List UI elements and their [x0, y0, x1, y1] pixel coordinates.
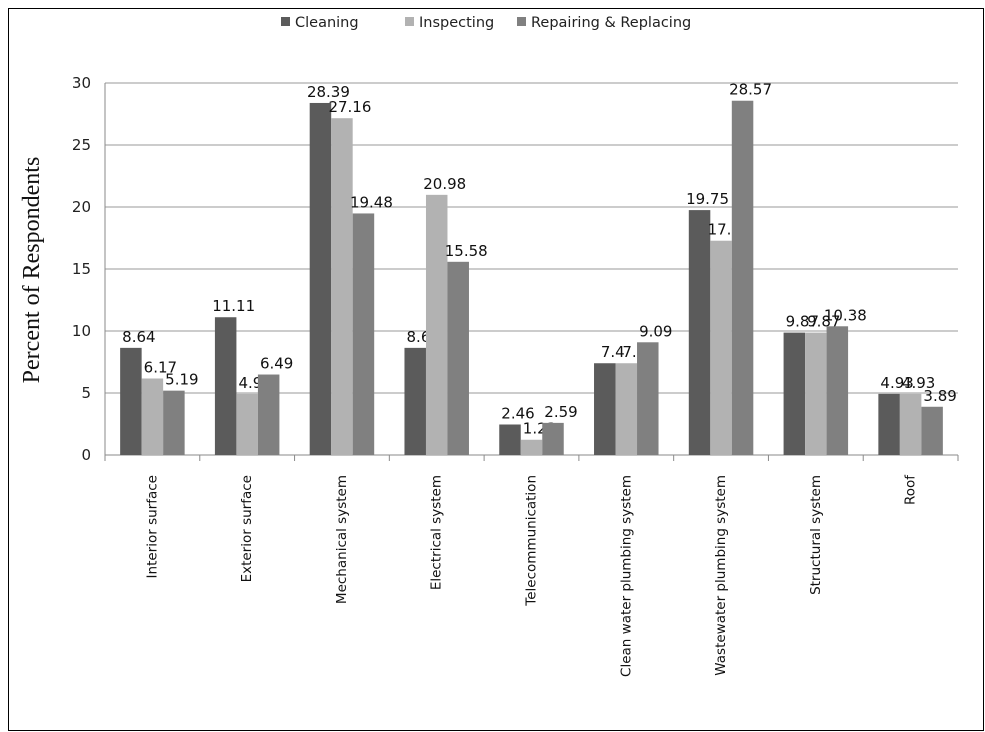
data-label: 19.75: [686, 190, 729, 208]
bar-repairing-replacing-6: [731, 100, 754, 456]
bar-cleaning-7: [783, 332, 806, 455]
data-label: 27.16: [328, 98, 371, 116]
bar-inspecting-3: [425, 194, 448, 455]
data-label: 2.46: [501, 404, 534, 422]
legend-swatch-1: [405, 17, 414, 26]
x-category-label: Roof: [903, 474, 919, 505]
bar-inspecting-0: [141, 378, 164, 455]
data-label: 9.87: [807, 313, 840, 331]
data-label: 15.58: [445, 242, 488, 260]
legend-swatch-2: [517, 17, 526, 26]
bar-repairing-replacing-5: [637, 342, 659, 455]
data-label: 6.17: [144, 358, 177, 376]
x-category-label: Clean water plumbing system: [618, 475, 634, 677]
x-category-label: Interior surface: [144, 475, 160, 578]
legend-swatch-0: [281, 17, 290, 26]
data-label: 2.59: [544, 403, 577, 421]
data-label: 4.93: [880, 374, 913, 392]
data-label: 6.49: [260, 355, 293, 373]
data-label: 4.93: [902, 374, 935, 392]
data-label: 7.4: [601, 343, 625, 361]
legend-entry: Cleaning: [295, 15, 359, 31]
bar-repairing-replacing-2: [352, 213, 375, 455]
bar-cleaning-3: [404, 347, 426, 455]
data-label: 28.57: [729, 81, 772, 99]
bar-cleaning-0: [120, 347, 142, 455]
data-label: 10.38: [824, 306, 867, 324]
x-category-label: Structural system: [808, 475, 824, 595]
bar-cleaning-5: [594, 363, 616, 455]
bar-inspecting-4: [520, 439, 543, 455]
y-tick-label: 30: [72, 74, 91, 92]
bar-cleaning-8: [878, 393, 900, 455]
data-label: 19.48: [350, 193, 393, 211]
x-category-label: Mechanical system: [334, 475, 350, 604]
legend-entry: Repairing & Replacing: [531, 15, 691, 31]
bar-repairing-replacing-8: [921, 406, 943, 455]
bar-inspecting-2: [331, 118, 353, 455]
legend-entry: Inspecting: [419, 15, 494, 31]
bar-repairing-replacing-3: [447, 261, 469, 455]
bar-repairing-replacing-4: [542, 422, 564, 455]
data-label: 20.98: [423, 175, 466, 193]
x-category-label: Wastewater plumbing system: [713, 475, 729, 676]
data-label: 9.09: [639, 322, 672, 340]
x-category-label: Exterior surface: [239, 475, 255, 582]
y-axis-title: Percent of Respondents: [19, 157, 45, 384]
data-label: 11.11: [212, 297, 255, 315]
y-tick-label: 0: [81, 446, 91, 464]
bar-cleaning-4: [499, 424, 521, 455]
bar-cleaning-6: [688, 210, 711, 455]
data-label: 9.87: [786, 313, 819, 331]
y-tick-label: 20: [72, 198, 91, 216]
data-label: 28.39: [307, 83, 350, 101]
y-tick-label: 25: [72, 136, 91, 154]
x-category-label: Telecommunication: [524, 475, 540, 607]
data-label: 5.19: [165, 371, 198, 389]
data-label: 3.89: [923, 387, 956, 405]
bar-repairing-replacing-1: [257, 374, 280, 455]
bar-inspecting-6: [710, 240, 732, 455]
bar-repairing-replacing-7: [826, 326, 849, 455]
bar-cleaning-1: [214, 317, 237, 455]
y-tick-label: 10: [72, 322, 91, 340]
data-label: 8.64: [122, 328, 155, 346]
y-tick-label: 5: [81, 384, 91, 402]
bar-inspecting-5: [615, 363, 638, 455]
bar-cleaning-2: [309, 102, 332, 456]
bar-inspecting-1: [236, 393, 258, 455]
x-category-label: Electrical system: [429, 475, 445, 590]
bar-inspecting-7: [805, 332, 827, 455]
bar-inspecting-8: [899, 393, 922, 455]
y-tick-label: 15: [72, 260, 91, 278]
bar-repairing-replacing-0: [163, 390, 185, 455]
